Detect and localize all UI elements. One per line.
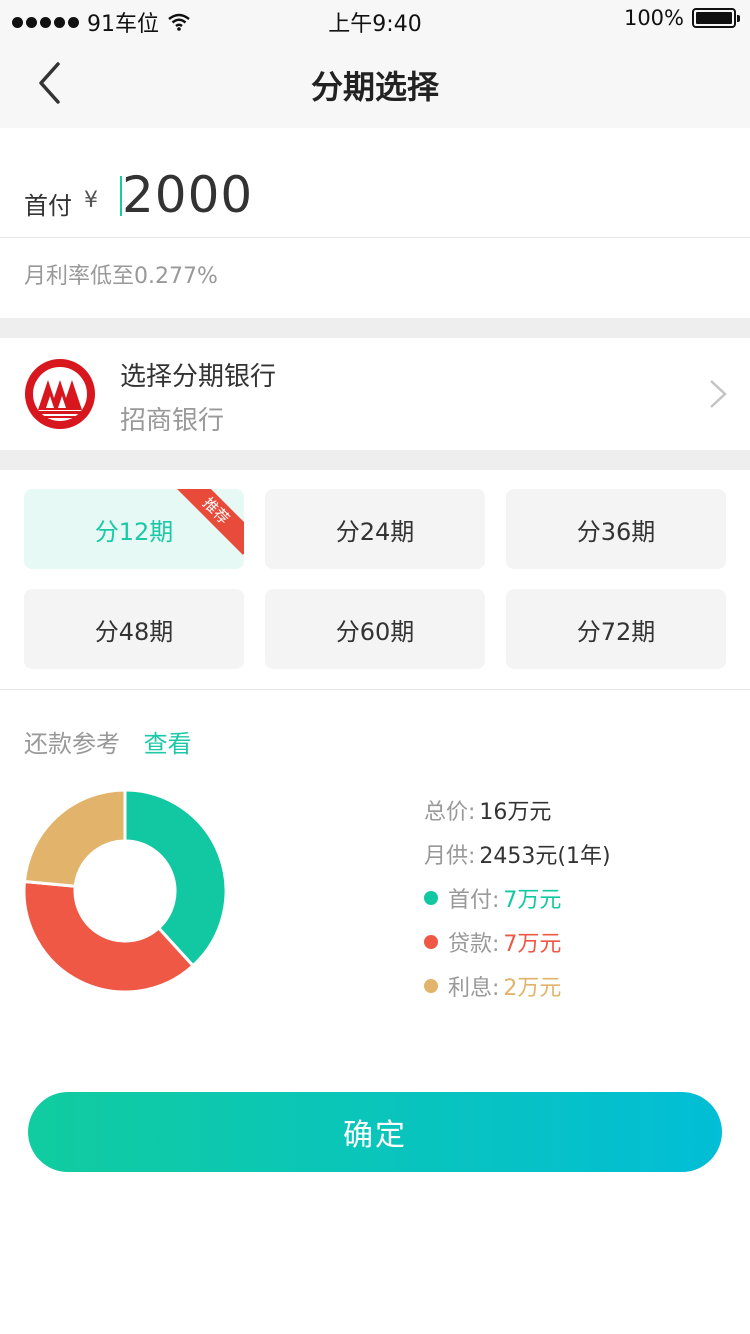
wifi-icon	[168, 13, 190, 31]
text-cursor	[120, 176, 122, 216]
legend-key: 利息:	[448, 976, 500, 1001]
term-label: 分36期	[576, 517, 656, 546]
legend-dot-icon	[424, 891, 438, 905]
repayment-legend: 总价: 16万元 月供: 2453元(1年) 首付: 7万元 贷款: 7万元 利…	[424, 788, 611, 1008]
chevron-left-icon	[39, 62, 60, 104]
down-payment-row[interactable]: 首付 ¥ 2000	[0, 128, 750, 238]
chevron-right-icon	[710, 380, 727, 408]
legend-value: 7万元	[503, 888, 562, 913]
battery-icon	[692, 8, 740, 28]
donut-slice-3	[22, 788, 127, 888]
term-label: 分24期	[335, 517, 415, 546]
currency-symbol: ¥	[84, 188, 98, 213]
status-right: 100%	[623, 6, 740, 30]
down-payment-section: 首付 ¥ 2000 月利率低至0.277%	[0, 128, 750, 318]
status-left: 91车位	[12, 6, 191, 38]
bank-logo-icon	[25, 359, 95, 429]
signal-icon	[12, 16, 79, 28]
page-title: 分期选择	[310, 68, 439, 106]
status-time: 上午9:40	[328, 12, 422, 37]
donut-slice-2	[22, 879, 196, 994]
bank-selector[interactable]: 选择分期银行 招商银行	[0, 338, 750, 450]
section-divider	[0, 318, 750, 338]
term-option-36[interactable]: 分36期	[506, 489, 726, 569]
term-option-60[interactable]: 分60期	[265, 589, 485, 669]
legend-value: 7万元	[503, 932, 562, 957]
legend-dot-icon	[424, 935, 438, 949]
repayment-title: 还款参考	[24, 730, 120, 758]
back-button[interactable]	[26, 60, 72, 106]
term-option-24[interactable]: 分24期	[265, 489, 485, 569]
monthly-payment-row: 月供: 2453元(1年)	[424, 832, 611, 876]
term-option-48[interactable]: 分48期	[24, 589, 244, 669]
term-option-72[interactable]: 分72期	[506, 589, 726, 669]
term-label: 分12期	[94, 517, 174, 546]
total-price-value: 16万元	[479, 800, 552, 825]
repayment-donut-chart	[22, 788, 228, 994]
repayment-header: 还款参考 查看	[24, 724, 192, 759]
legend-item-interest: 利息: 2万元	[424, 964, 611, 1008]
donut-slice-1	[123, 788, 228, 968]
term-options: 分12期 推荐 分24期 分36期 分48期 分60期 分72期	[0, 470, 750, 690]
legend-dot-icon	[424, 979, 438, 993]
legend-item-loan: 贷款: 7万元	[424, 920, 611, 964]
term-option-12[interactable]: 分12期 推荐	[24, 489, 244, 569]
term-label: 分48期	[94, 617, 174, 646]
battery-percent: 100%	[623, 6, 684, 30]
legend-key: 首付:	[448, 888, 500, 913]
legend-item-down-payment: 首付: 7万元	[424, 876, 611, 920]
total-price-row: 总价: 16万元	[424, 788, 611, 832]
nav-bar: 分期选择	[0, 40, 750, 128]
term-label: 分72期	[576, 617, 656, 646]
monthly-payment-value: 2453元(1年)	[479, 844, 611, 869]
view-link[interactable]: 查看	[143, 730, 192, 758]
total-price-key: 总价:	[424, 800, 476, 825]
legend-value: 2万元	[503, 976, 562, 1001]
recommend-badge: 推荐	[172, 489, 244, 555]
confirm-button[interactable]: 确定	[28, 1092, 722, 1172]
down-payment-input[interactable]: 2000	[122, 166, 254, 224]
carrier-label: 91车位	[87, 12, 159, 37]
interest-rate-text: 月利率低至0.277%	[24, 264, 218, 289]
monthly-payment-key: 月供:	[424, 844, 476, 869]
selected-bank-name: 招商银行	[120, 406, 225, 436]
bank-select-label: 选择分期银行	[120, 362, 277, 392]
legend-key: 贷款:	[448, 932, 500, 957]
status-bar: 91车位 上午9:40 100%	[0, 0, 750, 40]
down-payment-label: 首付	[24, 192, 72, 220]
section-divider	[0, 450, 750, 470]
term-label: 分60期	[335, 617, 415, 646]
